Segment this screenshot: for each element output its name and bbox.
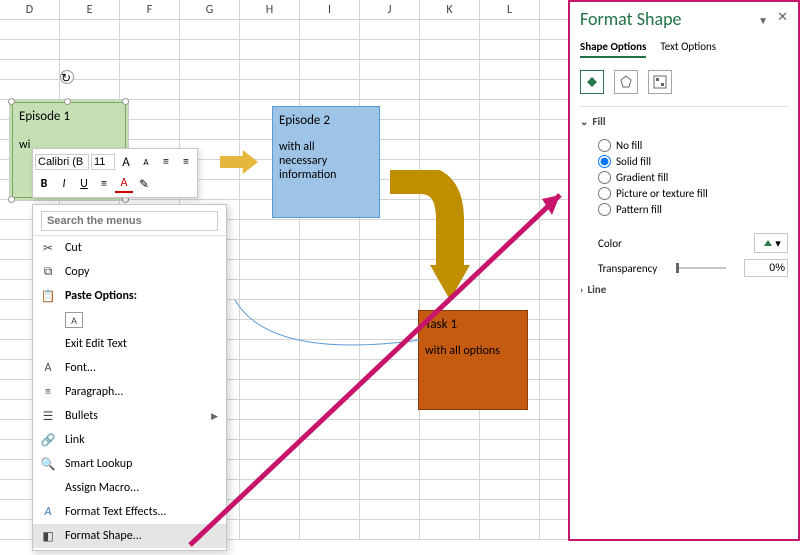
shape-title: Episode 2 — [279, 113, 373, 128]
tab-shape-options[interactable]: Shape Options — [580, 40, 646, 58]
mini-toolbar[interactable]: A A ≡ ≡ B I U ≡ A ✎ — [32, 148, 198, 198]
pane-tabs: Shape Options Text Options — [580, 40, 788, 58]
format-shape-icon: ◧ — [39, 528, 57, 544]
sel-handle[interactable] — [8, 98, 15, 105]
format-painter-icon[interactable]: ✎ — [135, 175, 153, 193]
underline-icon[interactable]: U — [75, 175, 93, 193]
caret-down-icon: ⌄ — [580, 115, 588, 128]
link-icon: 🔗 — [39, 432, 57, 448]
bold-icon[interactable]: B — [35, 175, 53, 193]
cut-icon: ✂ — [39, 240, 57, 256]
rotate-handle[interactable]: ↻ — [60, 70, 74, 84]
pane-title: Format Shape — [580, 8, 788, 30]
shape-title: Episode 1 — [19, 109, 119, 124]
copy-icon: ⧉ — [39, 264, 57, 280]
paste-icon: 📋 — [39, 288, 57, 304]
format-shape-pane[interactable]: ▼ ✕ Format Shape Shape Options Text Opti… — [568, 0, 800, 541]
caret-right-icon: › — [580, 283, 583, 296]
italic-icon[interactable]: I — [55, 175, 73, 193]
indent-icon[interactable]: ≡ — [157, 153, 175, 171]
col-H[interactable]: H — [240, 0, 300, 19]
color-picker[interactable]: ▾ — [754, 233, 788, 253]
font-size-input[interactable] — [91, 154, 115, 170]
sel-handle[interactable] — [64, 98, 71, 105]
paragraph-icon: ≡ — [39, 384, 57, 400]
col-I[interactable]: I — [300, 0, 360, 19]
paste-text-icon: A — [65, 312, 83, 328]
grow-font-icon[interactable]: A — [117, 153, 135, 171]
size-tab-icon[interactable] — [648, 70, 672, 94]
fill-no-fill[interactable]: No fill — [598, 139, 788, 152]
sel-handle[interactable] — [122, 98, 129, 105]
fill-gradient[interactable]: Gradient fill — [598, 171, 788, 184]
color-label: Color — [598, 237, 622, 250]
fill-pattern[interactable]: Pattern fill — [598, 203, 788, 216]
pane-close-icon[interactable]: ✕ — [777, 10, 788, 25]
col-F[interactable]: F — [120, 0, 180, 19]
tab-text-options[interactable]: Text Options — [660, 40, 716, 58]
transparency-label: Transparency — [598, 262, 657, 275]
col-J[interactable]: J — [360, 0, 420, 19]
pane-dropdown-icon[interactable]: ▼ — [758, 14, 768, 27]
shrink-font-icon[interactable]: A — [137, 153, 155, 171]
column-headers: D E F G H I J K L — [0, 0, 568, 20]
col-K[interactable]: K — [420, 0, 480, 19]
font-icon: A — [39, 360, 57, 376]
transparency-slider[interactable] — [676, 267, 726, 269]
col-E[interactable]: E — [60, 0, 120, 19]
col-G[interactable]: G — [180, 0, 240, 19]
worksheet[interactable]: D E F G H I J K L Episode 1 wi ↻ — [0, 0, 568, 541]
col-D[interactable]: D — [0, 0, 60, 19]
grid[interactable]: Episode 1 wi ↻ Episode 2 with all necess… — [0, 20, 568, 540]
fill-picture[interactable]: Picture or texture fill — [598, 187, 788, 200]
font-name-input[interactable] — [35, 154, 89, 170]
transparency-value[interactable] — [744, 259, 788, 277]
fill-line-tab-icon[interactable] — [580, 70, 604, 94]
callout-arrow — [180, 185, 580, 555]
shape-body: with all necessary information — [279, 140, 373, 182]
fill-solid[interactable]: Solid fill — [598, 155, 788, 168]
smart-lookup-icon: 🔍 — [39, 456, 57, 472]
line-section-header[interactable]: ›Line — [580, 283, 788, 296]
align-icon[interactable]: ≡ — [95, 175, 113, 193]
arrow-ep1-ep2[interactable] — [220, 150, 258, 174]
effects-tab-icon[interactable] — [614, 70, 638, 94]
sel-handle[interactable] — [8, 196, 15, 203]
text-effects-icon: A — [39, 504, 57, 520]
col-L[interactable]: L — [480, 0, 540, 19]
bullets-icon: ☰ — [39, 408, 57, 424]
outdent-icon[interactable]: ≡ — [177, 153, 195, 171]
font-color-icon[interactable]: A — [115, 175, 133, 193]
fill-options: No fill Solid fill Gradient fill Picture… — [580, 128, 788, 227]
fill-section-header[interactable]: ⌄Fill — [580, 115, 788, 128]
